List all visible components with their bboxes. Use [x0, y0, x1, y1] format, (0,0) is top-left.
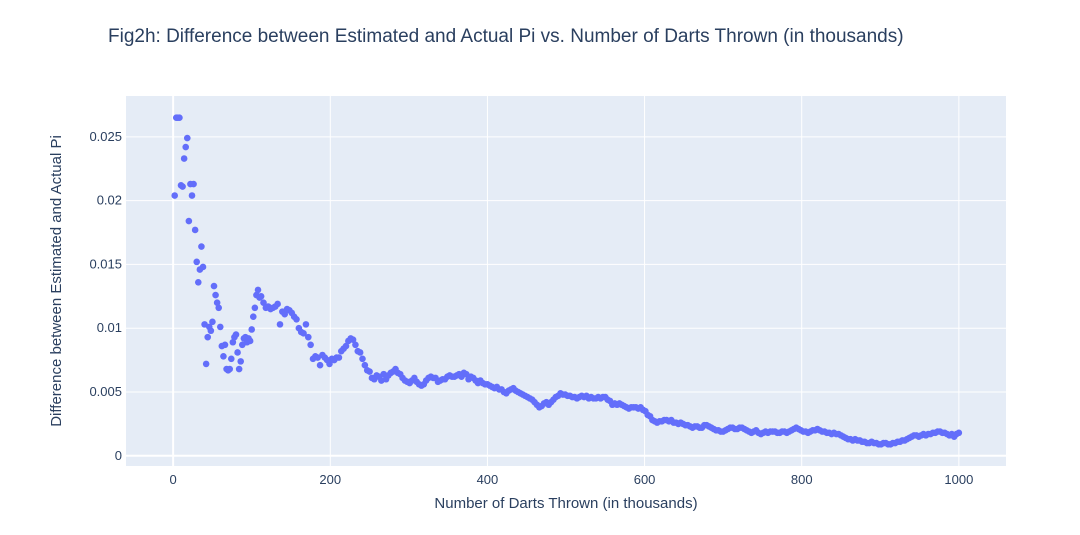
data-point: [249, 313, 257, 321]
data-point: [188, 192, 196, 199]
data-point: [302, 321, 310, 328]
data-point: [254, 286, 262, 294]
data-point: [234, 349, 241, 356]
data-point: [307, 341, 314, 349]
x-tick-label: 200: [319, 472, 341, 487]
data-point: [171, 192, 179, 199]
data-point: [304, 333, 312, 341]
data-point: [352, 341, 359, 349]
y-tick-label: 0.015: [89, 256, 122, 271]
y-tick-label: 0.01: [97, 320, 122, 335]
y-tick-label: 0.025: [89, 129, 122, 144]
data-point: [198, 243, 205, 250]
data-point: [193, 258, 201, 266]
data-point: [235, 365, 243, 373]
data-point: [356, 349, 364, 356]
chart-title: Fig2h: Difference between Estimated and …: [108, 26, 904, 47]
data-point: [316, 361, 324, 369]
data-point: [191, 226, 199, 234]
data-point: [220, 352, 227, 360]
y-tick-label: 0.02: [97, 193, 122, 208]
y-axis-title: Difference between Estimated and Actual …: [48, 135, 65, 427]
data-point: [209, 318, 216, 326]
data-point: [180, 155, 188, 162]
data-point: [179, 183, 186, 190]
data-point: [274, 300, 281, 308]
data-point: [229, 338, 237, 346]
data-points: [171, 114, 963, 448]
data-point: [281, 310, 289, 318]
data-point: [361, 361, 369, 369]
data-point: [199, 263, 207, 271]
data-point: [207, 327, 215, 335]
data-point: [210, 282, 218, 290]
data-point: [194, 278, 202, 286]
data-point: [215, 304, 223, 312]
data-point: [237, 358, 245, 365]
data-point: [227, 355, 235, 363]
data-point: [955, 429, 963, 437]
data-point: [212, 291, 219, 299]
data-point: [300, 330, 307, 337]
x-tick-label: 600: [634, 472, 656, 487]
data-point: [276, 321, 284, 328]
data-point: [251, 304, 259, 312]
data-point: [326, 360, 333, 368]
data-point: [349, 336, 357, 343]
data-point: [182, 143, 190, 151]
data-point: [190, 180, 197, 188]
data-point: [232, 331, 240, 338]
data-point: [226, 365, 234, 373]
x-gridlines: [172, 96, 960, 466]
y-tick-label: 0.005: [89, 384, 122, 399]
data-point: [202, 360, 210, 368]
y-gridlines: [126, 136, 1006, 457]
data-point: [359, 355, 366, 363]
x-tick-label: 400: [477, 472, 499, 487]
data-point: [257, 293, 265, 300]
data-point: [293, 315, 300, 323]
x-axis-title: Number of Darts Thrown (in thousands): [434, 495, 697, 512]
data-point: [366, 368, 373, 375]
data-point: [216, 323, 224, 331]
data-point: [204, 333, 212, 341]
data-point: [246, 337, 254, 345]
y-tick-label: 0: [115, 448, 122, 463]
data-point: [342, 342, 350, 350]
y-tick-labels: 0 0.005 0.01 0.015 0.02 0.025: [89, 129, 122, 463]
data-point: [183, 134, 191, 142]
x-tick-label: 1000: [944, 472, 973, 487]
data-point: [335, 354, 343, 361]
plot-area: [126, 96, 1006, 466]
data-point: [176, 114, 183, 121]
x-tick-label: 0: [170, 472, 177, 487]
x-tick-labels: 0 200 400 600 800 1000: [170, 472, 974, 487]
data-point: [248, 326, 256, 333]
data-point: [260, 299, 267, 306]
data-point: [213, 299, 221, 306]
x-tick-label: 800: [791, 472, 813, 487]
data-point: [185, 217, 193, 225]
data-point: [221, 341, 229, 349]
